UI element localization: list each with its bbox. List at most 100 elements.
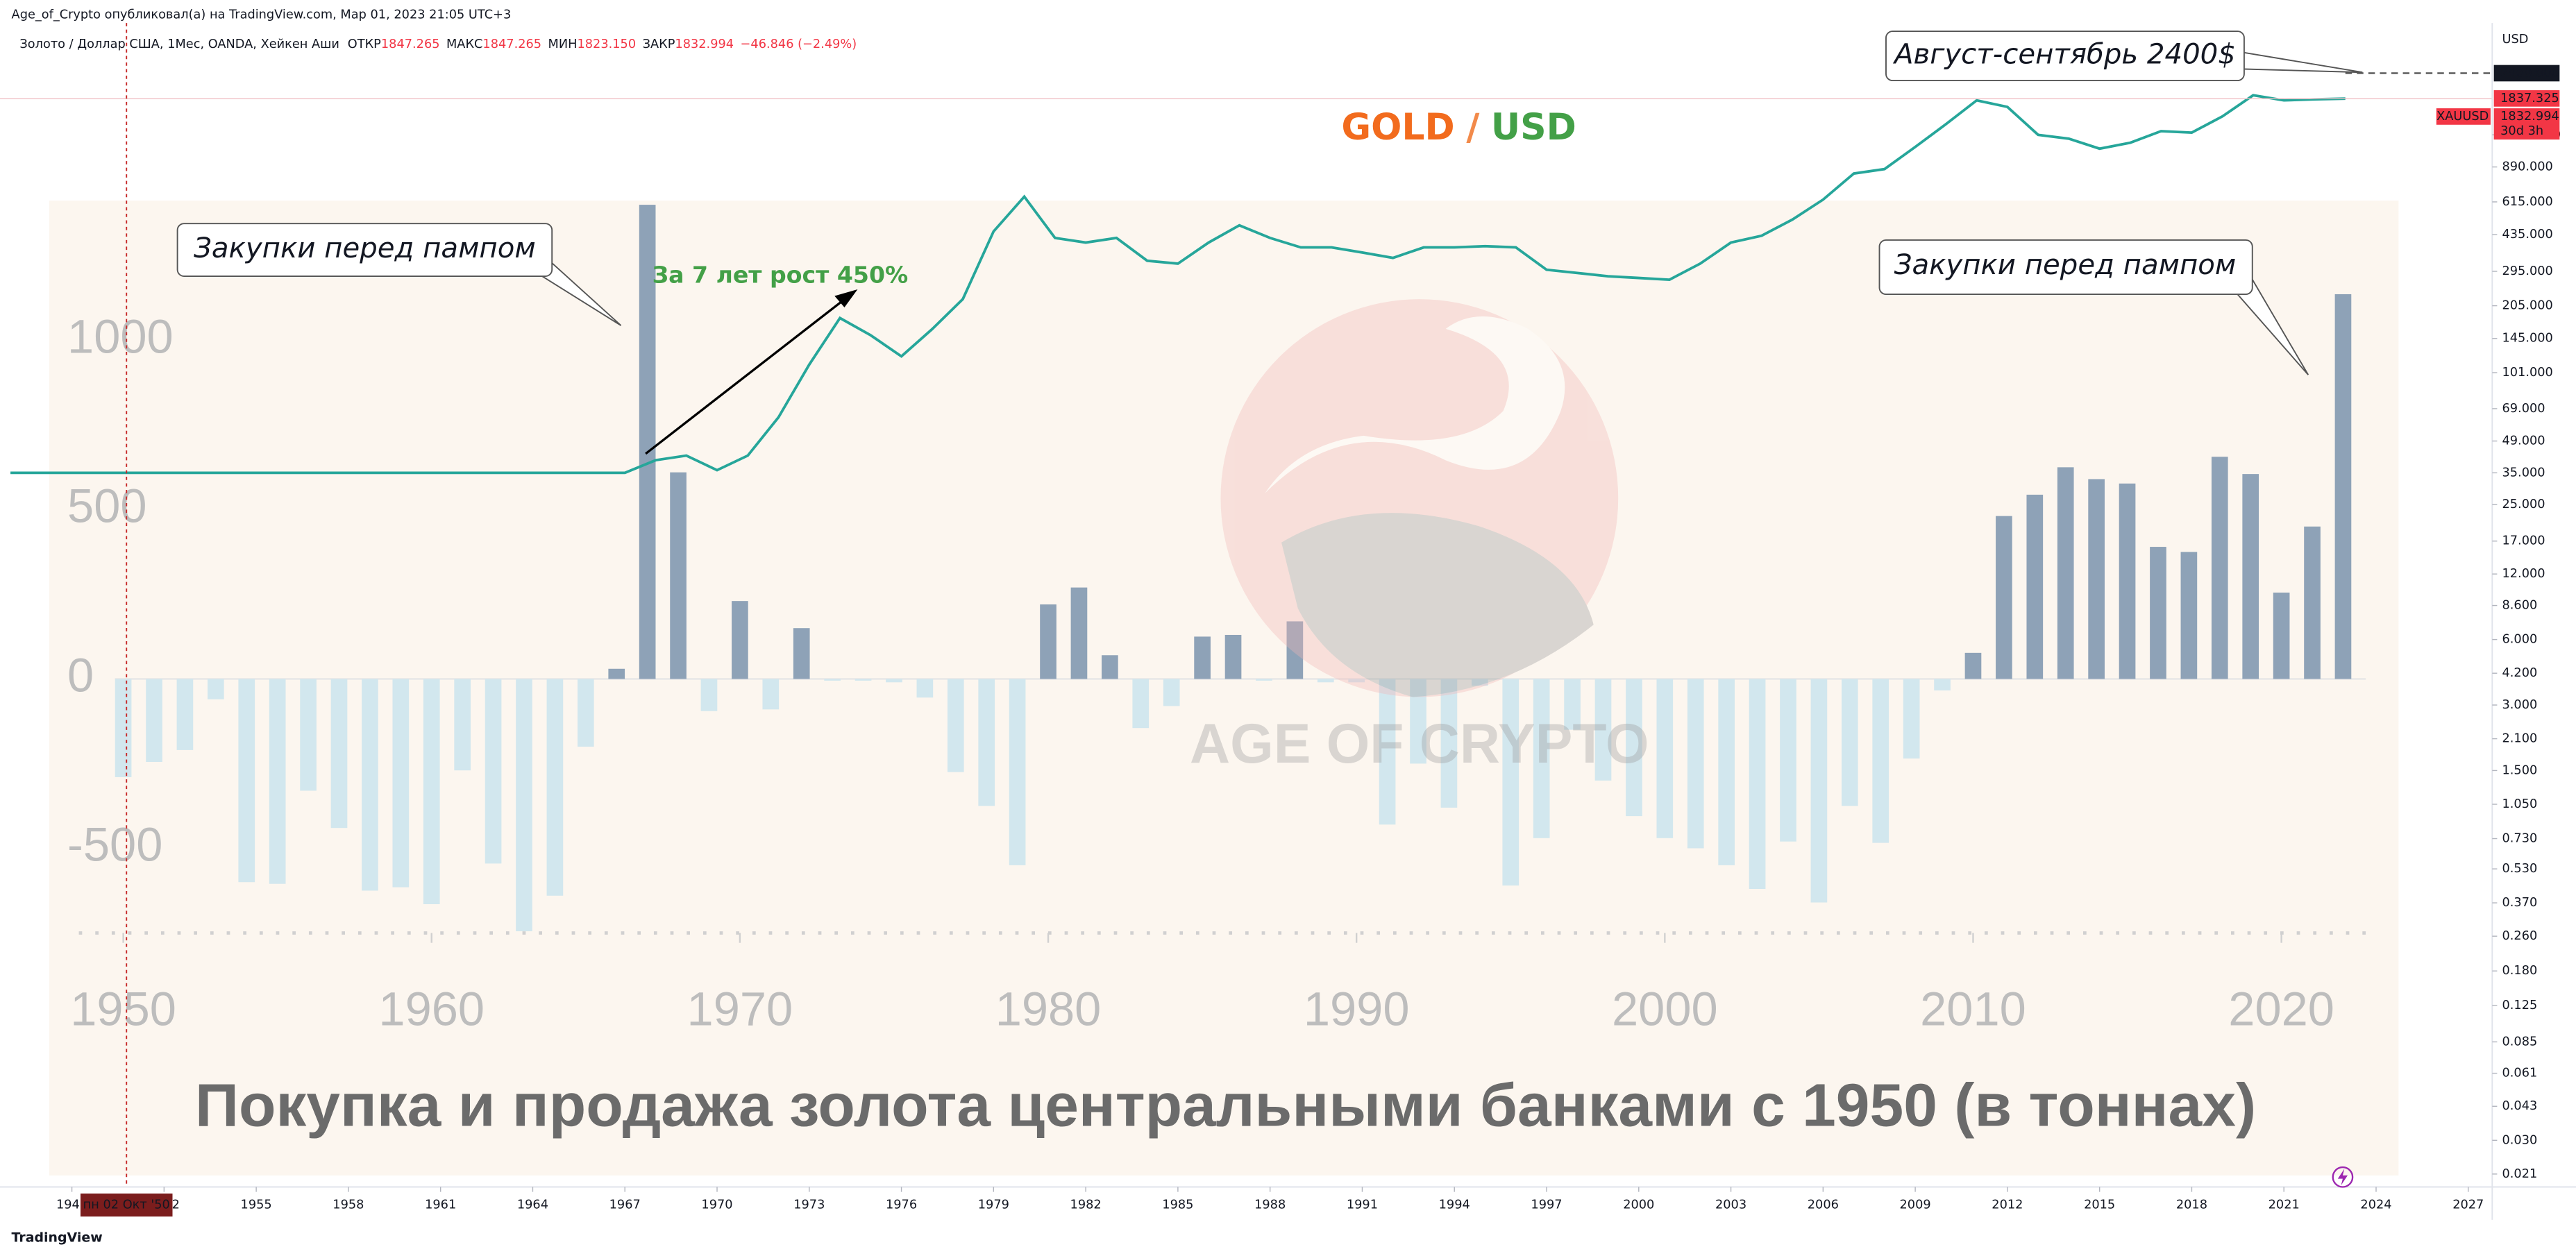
- bar: [208, 679, 224, 699]
- callout-pointer: [541, 262, 622, 326]
- y-tick-label: 295.000: [2502, 264, 2552, 278]
- logo-bull: [1281, 513, 1594, 697]
- bar: [2304, 526, 2321, 679]
- chart-title: Покупка и продажа золота центральными ба…: [195, 1071, 2256, 1139]
- bar: [1687, 679, 1704, 849]
- bar: [1440, 679, 1458, 808]
- bar: [1348, 679, 1365, 683]
- bar: [947, 679, 964, 772]
- title-part: /: [1466, 107, 1480, 148]
- y-tick-label: 101.000: [2502, 366, 2552, 380]
- y-tick-label: 0.370: [2502, 896, 2537, 910]
- bar: [1903, 679, 1920, 759]
- bar: [238, 679, 255, 883]
- bar: [1286, 621, 1304, 679]
- bar: [2242, 474, 2259, 679]
- callout-text: Закупки перед пампом: [1894, 249, 2237, 281]
- x-tick-label: 2012: [1992, 1198, 2023, 1212]
- bar: [1594, 679, 1612, 781]
- bar: [1964, 652, 1982, 679]
- y-tick-label: 35.000: [2502, 466, 2545, 480]
- bar: [330, 679, 348, 829]
- lightning-icon[interactable]: [2332, 1166, 2354, 1188]
- x-tick-label: 2003: [1715, 1198, 1746, 1212]
- bar: [1317, 679, 1334, 683]
- gold-pane: [0, 72, 2493, 475]
- price-marker: [2493, 90, 2560, 107]
- y-tick-label: 8.600: [2502, 599, 2537, 613]
- title-part: GOLD: [1341, 107, 1454, 148]
- bar: [1472, 679, 1488, 686]
- x-tick-label: 2027: [2452, 1198, 2484, 1212]
- x-tick-label: 1985: [1162, 1198, 1193, 1212]
- bar: [1502, 679, 1519, 886]
- bar: [793, 628, 810, 679]
- y-tick-label: 0.021: [2502, 1167, 2537, 1181]
- price-marker: [2493, 65, 2560, 82]
- bar: [1040, 604, 1057, 679]
- overlay-background: [49, 201, 2399, 1176]
- crosshair-tag: [80, 1193, 173, 1217]
- y-tick-label: 17.000: [2502, 534, 2545, 548]
- bar: [454, 679, 471, 771]
- bar: [916, 679, 934, 698]
- author-line: Age_of_Crypto опубликовал(а) на TradingV…: [12, 8, 512, 22]
- ohlc-value: 1832.994: [675, 37, 734, 51]
- x-tick-label: 1990: [1304, 982, 1410, 1035]
- logo-circle: [1220, 299, 1619, 697]
- chart-title: GOLD / USD: [1341, 107, 1576, 148]
- x-tick-label: 1949: [56, 1198, 87, 1212]
- callout-box: [176, 223, 553, 277]
- bar: [392, 679, 410, 888]
- price-marker-label: 1837.325: [2500, 92, 2559, 105]
- bar: [1009, 679, 1026, 865]
- symbol-legend: Золото / Доллар США, 1Мес, OANDA, Хейкен…: [19, 37, 857, 51]
- y-tick-label: 0.260: [2502, 929, 2537, 943]
- bar: [1810, 679, 1828, 903]
- y-tick-label: 0.043: [2502, 1099, 2537, 1113]
- bar: [1194, 636, 1211, 679]
- bar: [1379, 679, 1396, 825]
- countdown-label: 30d 3h: [2500, 124, 2543, 138]
- x-tick-label: 1970: [687, 982, 793, 1035]
- bar: [670, 472, 687, 679]
- y-tick-label: 500: [67, 479, 147, 532]
- bar: [1934, 679, 1951, 691]
- bar: [1163, 679, 1180, 706]
- bar: [1718, 679, 1735, 865]
- bar: [1224, 634, 1242, 679]
- symbol-tag: [2436, 108, 2491, 125]
- bar: [176, 679, 194, 750]
- x-tick-label: 1994: [1439, 1198, 1470, 1212]
- currency-label: USD: [2502, 33, 2528, 46]
- callout: Закупки перед пампом: [176, 223, 622, 326]
- ohlc-label: МАКС: [446, 37, 482, 51]
- y-tick-label: 0: [67, 649, 94, 702]
- y-tick-label: 1.050: [2502, 797, 2537, 811]
- bar: [146, 679, 162, 762]
- y-tick-label: 435.000: [2502, 228, 2552, 241]
- callout-text: Закупки перед пампом: [194, 232, 536, 264]
- x-tick-label: 1958: [332, 1198, 364, 1212]
- lightning-glyph: [2337, 1169, 2348, 1186]
- footer-logo: TradingView: [12, 1230, 103, 1245]
- bar: [516, 679, 532, 932]
- y-tick-label: 0.085: [2502, 1035, 2537, 1049]
- ohlc-value: 1823.150: [577, 37, 636, 51]
- bar: [886, 679, 902, 683]
- y-tick-label: 1000: [67, 309, 174, 363]
- x-tick-label: 1980: [995, 982, 1102, 1035]
- y-tick-label: -500: [67, 818, 162, 872]
- bar: [1872, 679, 1889, 843]
- bar: [577, 679, 594, 747]
- bar: [2119, 483, 2136, 679]
- bar: [608, 668, 625, 679]
- y-tick-label: 0.030: [2502, 1133, 2537, 1147]
- y-tick-label: 0.530: [2502, 862, 2537, 876]
- x-tick-label: 1961: [425, 1198, 456, 1212]
- bar: [1533, 679, 1550, 838]
- price-marker-label: 1832.994: [2500, 110, 2559, 124]
- bar: [2150, 547, 2166, 679]
- bar: [485, 679, 502, 864]
